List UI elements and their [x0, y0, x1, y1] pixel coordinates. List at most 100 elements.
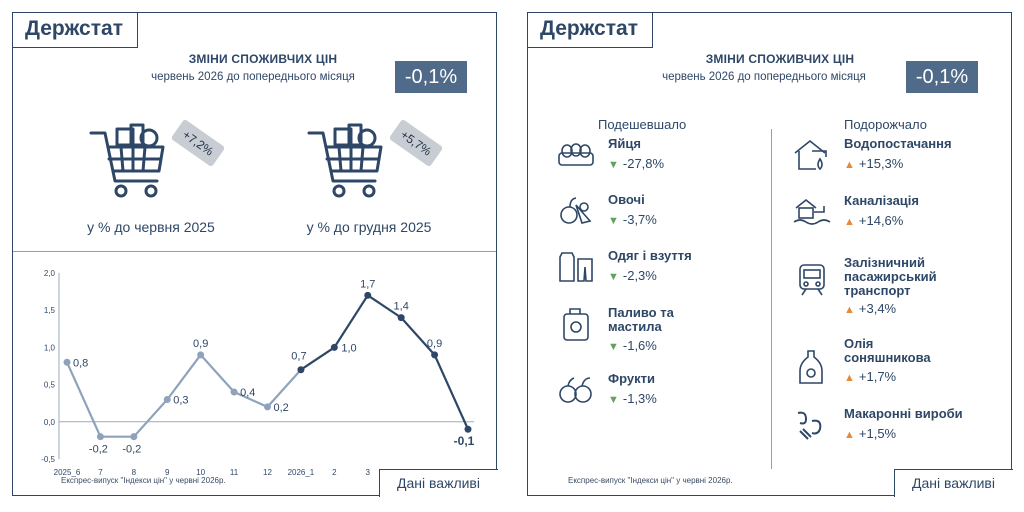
footnote: Експрес-випуск "Індекси цін" у червні 20…: [568, 476, 733, 485]
item-value: ▼ -3,7%: [608, 212, 657, 227]
panel-subtitle: червень 2026 до попереднього місяця: [151, 71, 355, 83]
headline-value-badge: -0,1%: [906, 61, 978, 93]
x-tick-label: 3: [366, 468, 371, 477]
yoy-label: у % до червня 2025: [87, 219, 215, 235]
series-line-segment: [266, 368, 302, 408]
item-value: ▲ +1,5%: [844, 426, 897, 441]
line-chart: 2,0 1,5 1,0 0,5 0,0 -0,5 0,8 2025_6 -0,2 7 -0,2 8 0,…: [41, 269, 475, 477]
data-point: [197, 351, 205, 359]
data-important-button[interactable]: Дані важливі: [378, 468, 498, 497]
x-tick-label: 12: [263, 468, 272, 477]
x-tick-label: 10: [196, 468, 205, 477]
up-arrow-icon: ▲: [844, 159, 855, 171]
item-name: Водопостачання: [844, 136, 952, 151]
data-point: [364, 291, 372, 299]
headline-value-badge: -0,1%: [395, 61, 467, 93]
x-tick-label: 8: [132, 468, 137, 477]
shopping-cart-icon: [87, 123, 177, 203]
series-line-segment: [367, 294, 402, 319]
panel-title: ЗМІНИ СПОЖИВЧИХ ЦІН: [705, 52, 855, 66]
data-point: [431, 351, 439, 359]
data-label: 0,7: [291, 351, 306, 363]
footnote: Експрес-випуск "Індекси цін" у червні 20…: [61, 476, 226, 485]
data-label: 0,3: [173, 394, 188, 406]
x-tick-label: 2025_6: [54, 468, 81, 477]
data-label: 0,8: [73, 357, 88, 369]
fuel-canister-icon: [556, 306, 596, 342]
item-value: ▲ +15,3%: [844, 156, 904, 171]
x-tick-label: 7: [98, 468, 103, 477]
ytd-label: у % до грудня 2025: [306, 219, 432, 235]
panel-title: ЗМІНИ СПОЖИВЧИХ ЦІН: [188, 52, 338, 66]
data-important-button[interactable]: Дані важливі: [893, 468, 1013, 497]
series-line-segment: [333, 294, 369, 348]
down-arrow-icon: ▼: [608, 341, 619, 353]
series-line-segment: [433, 354, 470, 430]
ytd-price-tag: +5,7%: [388, 118, 444, 168]
down-arrow-icon: ▼: [608, 215, 619, 227]
eggs-icon: [556, 137, 596, 173]
item-value: ▼ -2,3%: [608, 268, 657, 283]
y-tick-label: 2,0: [44, 269, 56, 278]
data-point: [230, 388, 238, 396]
data-point: [264, 403, 271, 411]
data-label: 0,9: [193, 338, 208, 350]
right-panel: Держстат ЗМІНИ СПОЖИВЧИХ ЦІН червень 202…: [526, 11, 1013, 497]
yoy-price-tag: +7,2%: [170, 118, 226, 168]
data-label: -0,2: [122, 444, 141, 456]
shopping-cart-icon: [305, 123, 395, 203]
pricier-heading: Подорожчало: [844, 117, 927, 132]
oil-bottle-icon: [792, 349, 832, 385]
series-line-segment: [133, 398, 169, 438]
y-tick-label: 1,0: [44, 343, 56, 352]
data-label: 0,2: [274, 402, 289, 414]
left-panel: Держстат ЗМІНИ СПОЖИВЧИХ ЦІН червень 202…: [11, 11, 498, 497]
x-tick-label: 2: [332, 468, 337, 477]
up-arrow-icon: ▲: [844, 304, 855, 316]
x-tick-label: 9: [165, 468, 170, 477]
data-point: [163, 395, 171, 403]
item-name: Залізничний пасажирський транспорт: [844, 255, 937, 298]
item-name: Макаронні вироби: [844, 406, 963, 421]
brand-logo: Держстат: [11, 11, 138, 48]
item-value: ▲ +1,7%: [844, 369, 897, 384]
up-arrow-icon: ▲: [844, 372, 855, 384]
item-value: ▲ +3,4%: [844, 301, 897, 316]
x-tick-label: 11: [230, 468, 239, 477]
item-name: Фрукти: [608, 371, 655, 386]
data-point: [464, 425, 472, 433]
up-arrow-icon: ▲: [844, 216, 855, 228]
y-tick-label: 0,0: [44, 418, 56, 427]
series-line-segment: [233, 391, 268, 408]
data-point: [96, 433, 104, 441]
data-point: [63, 358, 71, 366]
clothing-icon: [556, 249, 596, 285]
item-name: Яйця: [608, 136, 641, 151]
data-label: 1,4: [394, 301, 409, 313]
data-label: -0,1: [454, 434, 475, 448]
divider: [13, 251, 496, 252]
down-arrow-icon: ▼: [608, 271, 619, 283]
up-arrow-icon: ▲: [844, 429, 855, 441]
series-line-segment: [199, 354, 235, 393]
item-value: ▼ -27,8%: [608, 156, 665, 171]
data-label: 1,0: [341, 342, 356, 354]
cheaper-heading: Подешевшало: [598, 117, 687, 132]
item-name: Паливо та мастила: [608, 305, 674, 334]
panel-subtitle: червень 2026 до попереднього місяця: [662, 71, 866, 83]
item-name: Каналізація: [844, 193, 919, 208]
data-point: [330, 343, 338, 351]
data-label: 1,7: [360, 278, 375, 290]
data-point: [297, 366, 305, 374]
down-arrow-icon: ▼: [608, 394, 619, 406]
item-name: Олія соняшникова: [844, 336, 931, 365]
data-point: [397, 314, 405, 322]
series-line-segment: [400, 316, 436, 356]
y-tick-label: -0,5: [41, 455, 55, 464]
fruits-icon: [556, 372, 596, 408]
item-value: ▼ -1,3%: [608, 391, 657, 406]
series-line-segment: [65, 361, 102, 438]
pasta-icon: [792, 407, 832, 443]
item-name: Одяг і взуття: [608, 248, 692, 263]
data-label: 0,4: [240, 387, 255, 399]
